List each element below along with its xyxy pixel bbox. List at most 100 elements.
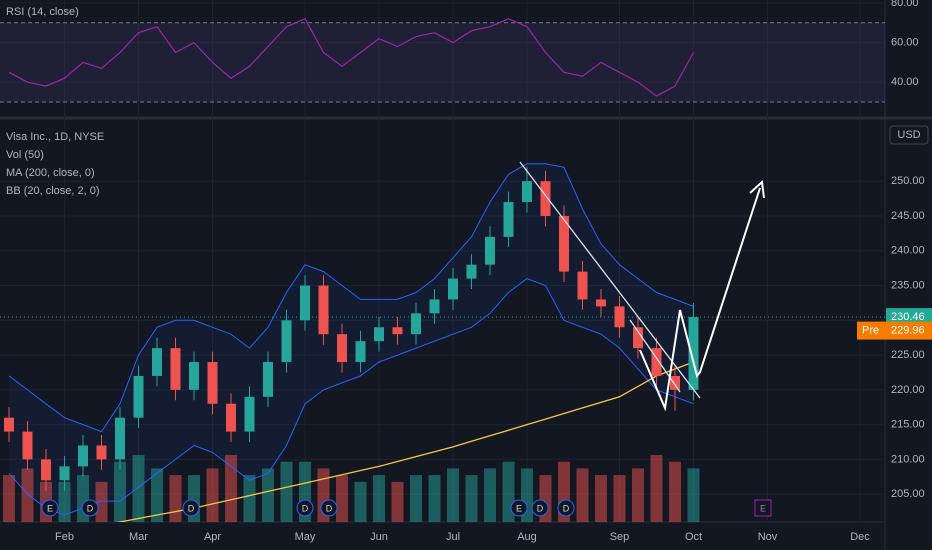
candle-body	[189, 362, 199, 390]
pre-label: Pre	[862, 324, 879, 336]
event-marker	[557, 499, 575, 517]
event-label: D	[537, 503, 544, 513]
rsi-title: RSI (14, close)	[6, 6, 79, 18]
candle-body	[226, 403, 236, 432]
x-tick-label: Dec	[850, 531, 870, 543]
candle-body	[466, 264, 477, 279]
y-tick-label: 80.00	[891, 0, 919, 9]
candle-body	[633, 327, 643, 349]
volume-bar	[3, 475, 15, 522]
volume-bar	[391, 481, 404, 522]
candle-body	[22, 431, 33, 460]
candle-body	[614, 306, 625, 328]
volume-bar	[484, 468, 496, 522]
volume-bar	[95, 481, 108, 522]
event-marker	[510, 499, 528, 517]
unit-label[interactable]: USD	[897, 129, 920, 141]
symbol-title: Visa Inc., 1D, NYSE	[6, 131, 104, 143]
x-tick-label: Aug	[517, 531, 537, 543]
candle-body	[374, 327, 384, 342]
candle-body	[318, 285, 329, 335]
y-tick-label: 235.00	[891, 279, 925, 291]
y-tick-label: 240.00	[891, 245, 925, 257]
y-tick-label: 60.00	[891, 36, 919, 48]
volume-bar	[262, 468, 274, 522]
ma-line	[116, 361, 694, 522]
candle-body	[355, 341, 366, 363]
arrow-head	[749, 179, 765, 199]
y-tick-label: 220.00	[891, 384, 925, 396]
candle-body	[503, 202, 514, 237]
drawings	[519, 161, 765, 412]
event-label: E	[516, 503, 522, 513]
volume-bar	[336, 475, 348, 522]
candle-body	[559, 215, 569, 272]
volume-bar	[21, 468, 34, 522]
volume-bar	[225, 455, 237, 522]
candle-body	[152, 348, 162, 376]
bb-upper	[8, 163, 694, 433]
candle-body	[170, 348, 181, 390]
candle-body	[577, 271, 588, 300]
candle-body	[41, 459, 51, 481]
volume-bar	[151, 468, 163, 522]
volume-bar	[169, 475, 182, 522]
candle-body	[4, 417, 14, 432]
volume-bar	[132, 455, 145, 522]
volume-bar	[595, 475, 607, 522]
y-tick-label: 40.00	[891, 76, 919, 88]
volume-bar	[669, 461, 681, 522]
bb-fill	[9, 163, 694, 516]
event-marker	[531, 499, 549, 517]
trend-line	[519, 161, 701, 399]
x-tick-label: Oct	[685, 531, 702, 543]
candle-body	[448, 278, 458, 300]
volume-bar	[58, 481, 71, 522]
x-tick-label: Sep	[610, 531, 630, 543]
x-tick-label: May	[295, 531, 316, 543]
volume-bar	[465, 475, 478, 522]
x-tick-label: Jul	[446, 531, 460, 543]
candle-body	[78, 445, 88, 467]
candle-body	[540, 181, 551, 216]
last-price-label: 230.46	[891, 311, 925, 323]
trend-line	[629, 319, 681, 393]
x-tick-label: Nov	[758, 531, 778, 543]
candle-body	[133, 375, 144, 418]
pre-price-box	[857, 321, 932, 340]
legend-volume: Vol (50)	[6, 149, 44, 161]
y-tick-label: 215.00	[891, 419, 925, 431]
event-marker	[182, 499, 200, 517]
volume-bar	[354, 481, 367, 522]
candle-body	[337, 334, 347, 363]
y-tick-label: 205.00	[891, 488, 925, 500]
candle-body	[59, 466, 70, 481]
candle-body	[115, 417, 125, 460]
event-marker	[296, 499, 314, 517]
event-marker	[320, 499, 338, 517]
candle-body	[392, 327, 403, 335]
rsi-band-fill	[0, 22, 885, 102]
candle-body	[207, 362, 218, 404]
legend-ma: MA (200, close, 0)	[6, 167, 95, 179]
candle-body	[411, 313, 421, 335]
volume-bar	[243, 475, 256, 522]
volume-bar	[447, 468, 459, 522]
candle-body	[281, 320, 292, 363]
candle-body	[596, 299, 606, 307]
event-label: D	[87, 503, 94, 513]
price-layer	[3, 163, 700, 522]
candle-body	[263, 362, 273, 397]
volume-bar	[280, 461, 293, 522]
candle-body	[688, 317, 699, 390]
candle-body	[429, 299, 440, 314]
volume-bar	[650, 455, 663, 522]
rsi-line	[8, 18, 695, 97]
volume-bar	[373, 475, 385, 522]
event-label: D	[563, 503, 570, 513]
unit-box[interactable]	[889, 125, 929, 145]
y-tick-label: 210.00	[891, 453, 925, 465]
candle-body	[651, 348, 662, 376]
x-tick-label: Mar	[129, 531, 148, 543]
